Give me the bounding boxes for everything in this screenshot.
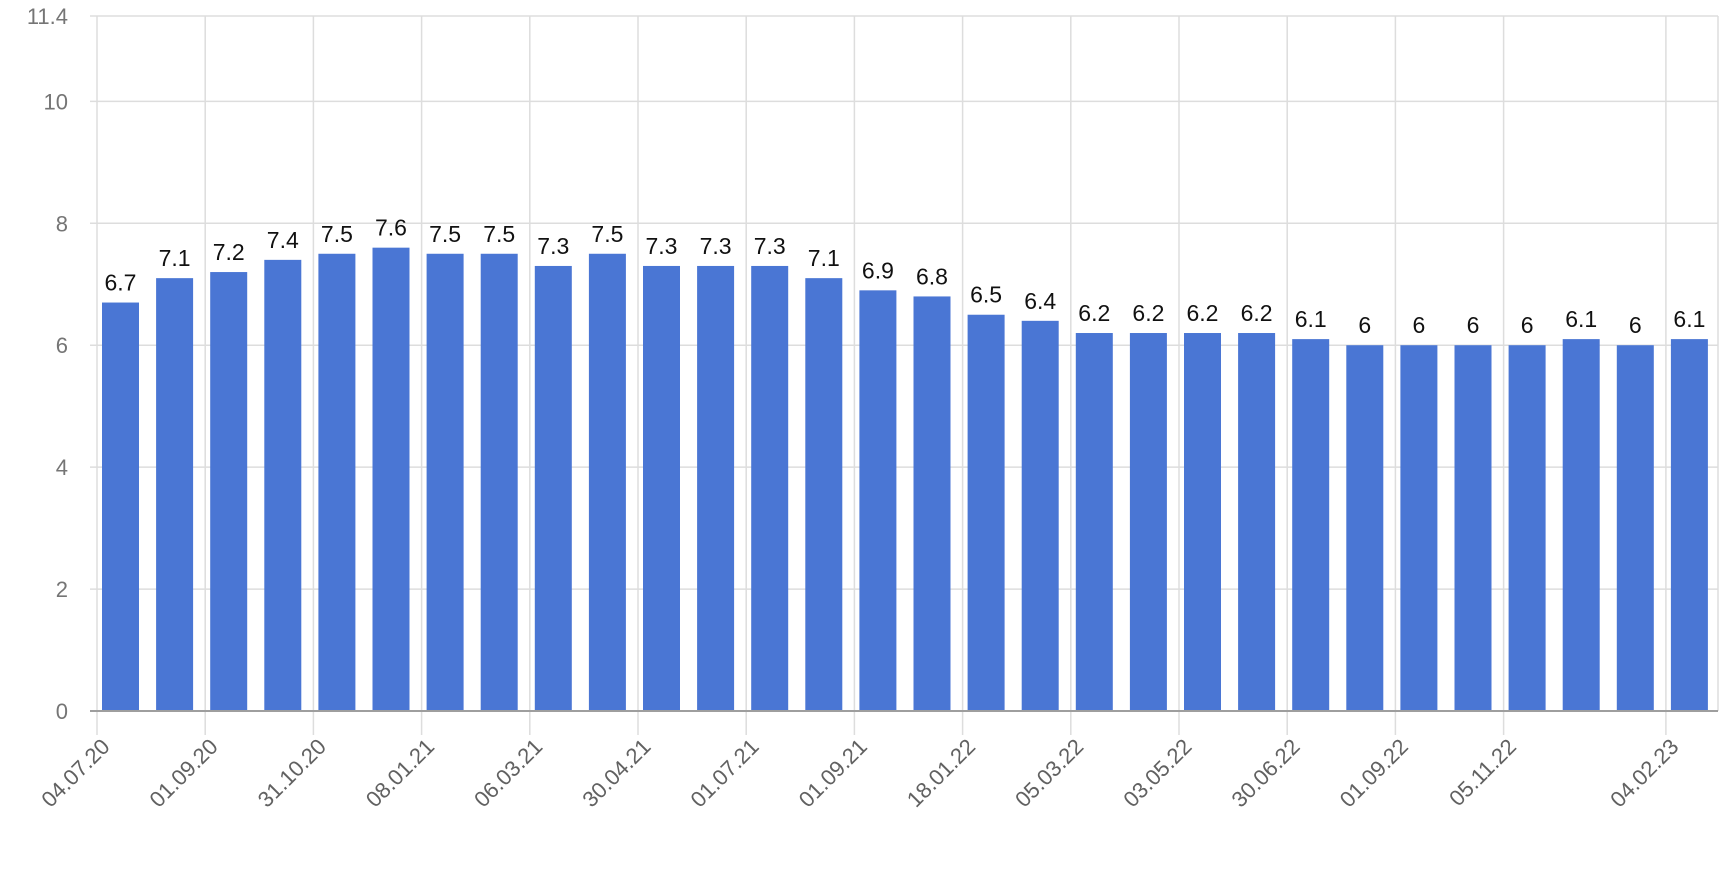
bar [859, 290, 897, 711]
x-tick-label: 31.10.20 [253, 734, 331, 812]
data-label: 6.4 [1024, 288, 1056, 314]
bar [1238, 333, 1276, 711]
data-labels: 6.7 7.1 7.2 7.4 7.5 7.6 7.5 7.5 7.3 7.5 7.3 7.3 7.3 7… [105, 215, 1706, 339]
data-label: 6.8 [916, 263, 948, 289]
data-label: 7.3 [754, 233, 786, 259]
bar [426, 253, 464, 711]
bar [1454, 345, 1492, 711]
x-tick-label: 01.09.21 [794, 734, 872, 812]
data-label: 7.2 [213, 239, 245, 265]
x-tick-label: 05.03.22 [1010, 734, 1088, 812]
y-tick-label: 11.4 [27, 4, 68, 29]
data-label: 6 [1413, 312, 1426, 338]
y-tick-label: 2 [56, 577, 68, 602]
bar [1562, 339, 1600, 711]
bar [751, 265, 789, 711]
x-tick-label: 04.02.23 [1605, 734, 1683, 812]
bar [1346, 345, 1384, 711]
bar [1021, 320, 1059, 711]
x-axis-ticks: 04.07.20 01.09.20 31.10.20 08.01.21 06.03.21… [36, 734, 1683, 812]
data-label: 6 [1521, 312, 1534, 338]
x-tick-label: 30.04.21 [577, 734, 655, 812]
bar [318, 253, 356, 711]
x-tick-label: 18.01.22 [902, 734, 980, 812]
data-label: 6.1 [1673, 306, 1705, 332]
bar [102, 302, 139, 711]
data-label: 6.2 [1187, 300, 1219, 326]
data-label: 6.7 [105, 270, 137, 296]
x-tick-label: 05.11.22 [1444, 734, 1521, 811]
data-label: 7.3 [700, 233, 732, 259]
bar [1508, 345, 1546, 711]
bar [1292, 339, 1330, 711]
data-label: 7.3 [646, 233, 678, 259]
data-label: 6.2 [1132, 300, 1164, 326]
x-tick-label: 01.09.20 [145, 734, 223, 812]
data-label: 6.2 [1078, 300, 1110, 326]
data-label: 6.1 [1295, 306, 1327, 332]
y-tick-label: 6 [56, 333, 68, 358]
data-label: 7.3 [537, 233, 569, 259]
data-label: 7.1 [159, 245, 191, 271]
bars [102, 247, 1708, 711]
bar [805, 278, 843, 711]
x-tick-label: 06.03.21 [469, 734, 547, 812]
data-label: 6 [1629, 312, 1642, 338]
bar [697, 265, 735, 711]
bar [1184, 333, 1221, 711]
data-label: 6.1 [1565, 306, 1597, 332]
x-tick-label: 04.07.20 [36, 734, 114, 812]
data-label: 7.5 [321, 221, 353, 247]
bar [372, 247, 410, 711]
bar [1129, 333, 1167, 711]
bar [1075, 333, 1113, 711]
x-tick-label: 01.07.21 [686, 734, 764, 812]
bar [588, 253, 626, 711]
y-tick-label: 4 [56, 455, 68, 480]
bar [156, 278, 194, 711]
bar [1670, 339, 1708, 711]
data-label: 6.2 [1241, 300, 1273, 326]
gridlines [90, 15, 1719, 735]
bar [643, 265, 680, 711]
y-axis-ticks: 0 2 4 6 8 10 11.4 [27, 4, 68, 724]
bar [264, 259, 302, 711]
bar [210, 272, 248, 711]
data-label: 7.5 [591, 221, 623, 247]
y-tick-label: 0 [56, 699, 68, 724]
x-tick-label: 03.05.22 [1118, 734, 1196, 812]
bar [1400, 345, 1438, 711]
data-label: 7.1 [808, 245, 840, 271]
data-label: 6 [1467, 312, 1480, 338]
data-label: 6 [1358, 312, 1371, 338]
bar [1616, 345, 1654, 711]
bar [967, 314, 1005, 711]
bar [480, 253, 518, 711]
data-label: 6.9 [862, 257, 894, 283]
x-tick-label: 08.01.21 [361, 734, 439, 812]
data-label: 7.5 [483, 221, 515, 247]
data-label: 7.5 [429, 221, 461, 247]
data-label: 7.4 [267, 227, 299, 253]
y-tick-label: 10 [44, 89, 68, 114]
bar [913, 296, 951, 711]
data-label: 7.6 [375, 215, 407, 241]
x-tick-label: 01.09.22 [1335, 734, 1413, 812]
x-tick-label: 30.06.22 [1227, 734, 1305, 812]
bar [534, 265, 572, 711]
data-label: 6.5 [970, 282, 1002, 308]
y-tick-label: 8 [56, 211, 68, 236]
